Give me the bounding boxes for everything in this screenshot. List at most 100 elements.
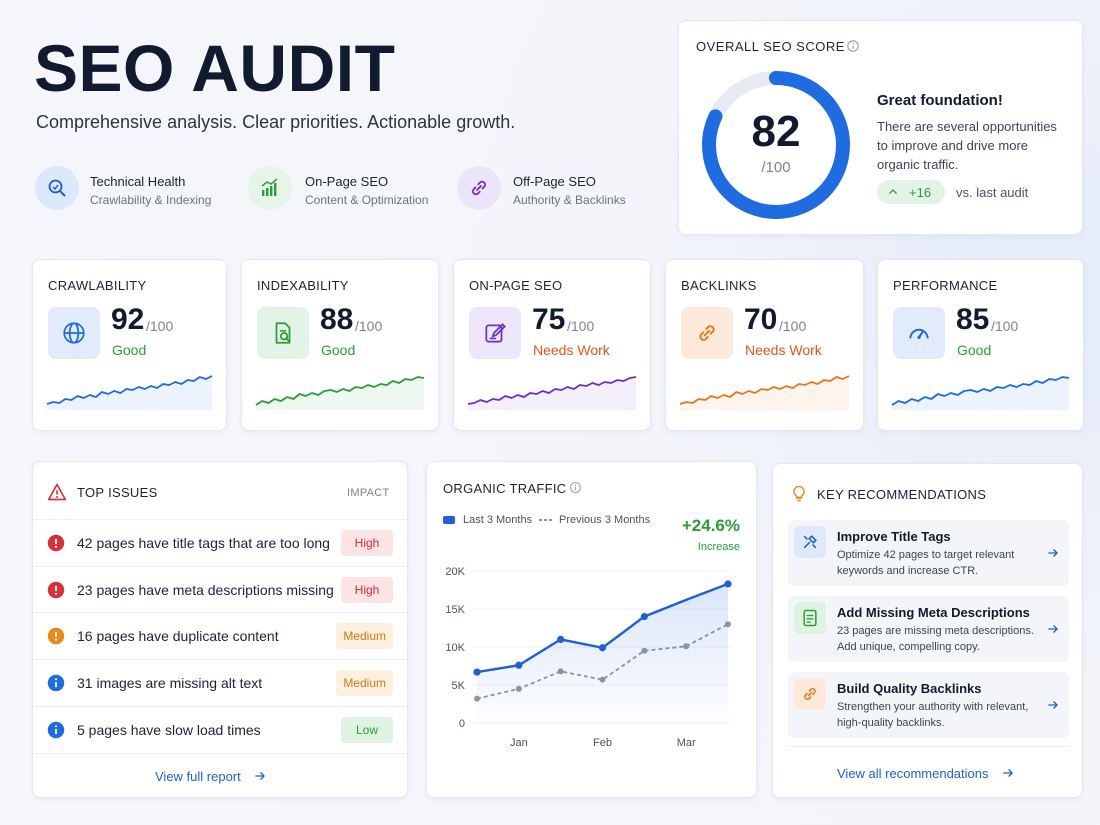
pillar-subtitle: Content & Optimization: [305, 193, 429, 207]
metric-icon: [485, 323, 506, 343]
rec-text: Strengthen your authority with relevant,…: [837, 701, 1029, 729]
metric-card: PERFORMANCE 85/100 Good: [877, 259, 1084, 431]
page-title: SEO AUDIT: [34, 31, 396, 105]
legend-label: Last 3 Months: [463, 514, 533, 526]
impact-badge: High: [341, 576, 393, 603]
recommendation-item[interactable]: Improve Title Tags Optimize 42 pages to t…: [788, 520, 1069, 586]
issue-icon: [47, 674, 65, 692]
metric-status: Needs Work: [533, 342, 610, 358]
overall-score-card: OVERALL SEO SCORE 82/100 Great foundation!…: [678, 20, 1083, 235]
metric-status: Good: [112, 342, 147, 358]
sparkline-line: [255, 376, 425, 406]
divider: [33, 705, 407, 707]
pillar-subtitle: Authority & Backlinks: [513, 193, 626, 207]
metric-title: INDEXABILITY: [257, 278, 349, 293]
sparkline-line: [46, 375, 213, 405]
view-recommendations-link[interactable]: View all recommendations: [837, 766, 989, 781]
area-fill: [477, 583, 728, 723]
legend-swatch: [443, 516, 455, 524]
metric-score: 70: [744, 303, 778, 336]
impact-badge: Low: [341, 716, 393, 743]
divider: [33, 519, 407, 520]
overall-headline: Great foundation!: [877, 92, 1003, 109]
y-tick-label: 20K: [445, 566, 465, 578]
up-arrow: [889, 189, 897, 194]
divider: [788, 746, 1069, 747]
bulb-icon: [793, 485, 805, 502]
metric-icon: [699, 325, 715, 341]
legend-swatch: [539, 519, 553, 521]
score-ring: [702, 71, 850, 219]
data-point: [724, 580, 732, 588]
pillar-title: On-Page SEO: [305, 174, 389, 189]
divider: [33, 612, 407, 614]
divider: [33, 565, 407, 567]
legend-swatch-rect: [443, 516, 455, 524]
sparkline: [891, 376, 1070, 410]
data-point: [515, 661, 523, 669]
issues-title: TOP ISSUES: [77, 485, 158, 500]
issue-icon: [47, 628, 65, 645]
score-arc: [702, 71, 850, 219]
recommendations-card: KEY RECOMMENDATIONS Improve Title Tags Opt…: [772, 463, 1083, 798]
sparkline-line: [679, 375, 850, 405]
sparkline-line: [891, 376, 1070, 406]
change-label: Increase: [697, 541, 740, 553]
info-icon: [570, 482, 581, 493]
overall-text: There are several opportunities to impro…: [877, 119, 1057, 172]
overall-title: OVERALL SEO SCORE: [696, 39, 845, 54]
change-value: +16: [909, 185, 932, 200]
sparkline: [679, 375, 850, 410]
metric-status: Good: [321, 342, 356, 358]
recommendation-item[interactable]: Add Missing Meta Descriptions 23 pages ar…: [788, 596, 1069, 662]
metric-card: ON-PAGE SEO 75/100 Needs Work: [453, 259, 651, 431]
metric-icon-bg: [893, 307, 945, 359]
chevron-icon: [1048, 549, 1058, 557]
sparkline-area: [256, 377, 424, 410]
data-point: [640, 613, 648, 621]
change-value: +24.6%: [681, 516, 740, 535]
pillar-icon: [261, 178, 278, 196]
info-icon: [847, 40, 859, 52]
divider: [33, 659, 407, 661]
sparkline: [46, 375, 213, 410]
x-tick-label: Mar: [677, 737, 696, 749]
impact-badge: Medium: [336, 623, 393, 650]
y-tick-label: 15K: [445, 604, 465, 616]
issue-text: 23 pages have meta descriptions missing: [77, 581, 334, 598]
sparkline-line: [467, 376, 637, 405]
pillar-title: Technical Health: [90, 174, 186, 189]
view-report-link[interactable]: View full report: [155, 769, 241, 784]
sparkline: [255, 376, 425, 410]
change-note: vs. last audit: [956, 185, 1029, 200]
legend-label: Previous 3 Months: [559, 514, 651, 526]
sparkline: [467, 376, 637, 410]
metric-title: BACKLINKS: [681, 278, 757, 293]
rec-icon: [804, 688, 816, 700]
metric-icon: [275, 322, 291, 344]
chevron-icon: [1048, 701, 1058, 709]
rec-title: Improve Title Tags: [837, 529, 951, 544]
page-subtitle: Comprehensive analysis. Clear priorities…: [36, 112, 516, 132]
recommendation-item[interactable]: Build Quality Backlinks Strengthen your a…: [788, 672, 1069, 738]
pillar-icon: [472, 180, 486, 196]
metric-card: CRAWLABILITY 92/100 Good: [32, 259, 227, 431]
metric-score: 85: [956, 303, 990, 336]
overall-out-of: /100: [761, 159, 791, 176]
traffic-card: ORGANIC TRAFFIC +24.6% Increase Last 3 Mont…: [426, 461, 757, 798]
rec-text: Optimize 42 pages to target relevant key…: [837, 549, 1015, 577]
data-point: [557, 635, 565, 643]
metric-card: BACKLINKS 70/100 Needs Work: [665, 259, 864, 431]
metric-title: ON-PAGE SEO: [469, 278, 563, 293]
pillar-title: Off-Page SEO: [513, 174, 596, 189]
rec-icon: [803, 609, 817, 627]
issues-column: IMPACT: [347, 487, 390, 499]
metric-out-of: /100: [991, 318, 1019, 334]
pillar-subtitle: Crawlability & Indexing: [90, 193, 212, 207]
data-point: [473, 668, 481, 676]
issue-icon: [47, 534, 65, 552]
metric-score: 88: [320, 303, 354, 336]
y-tick-label: 0: [459, 718, 465, 730]
arrow-icon: [255, 772, 265, 780]
